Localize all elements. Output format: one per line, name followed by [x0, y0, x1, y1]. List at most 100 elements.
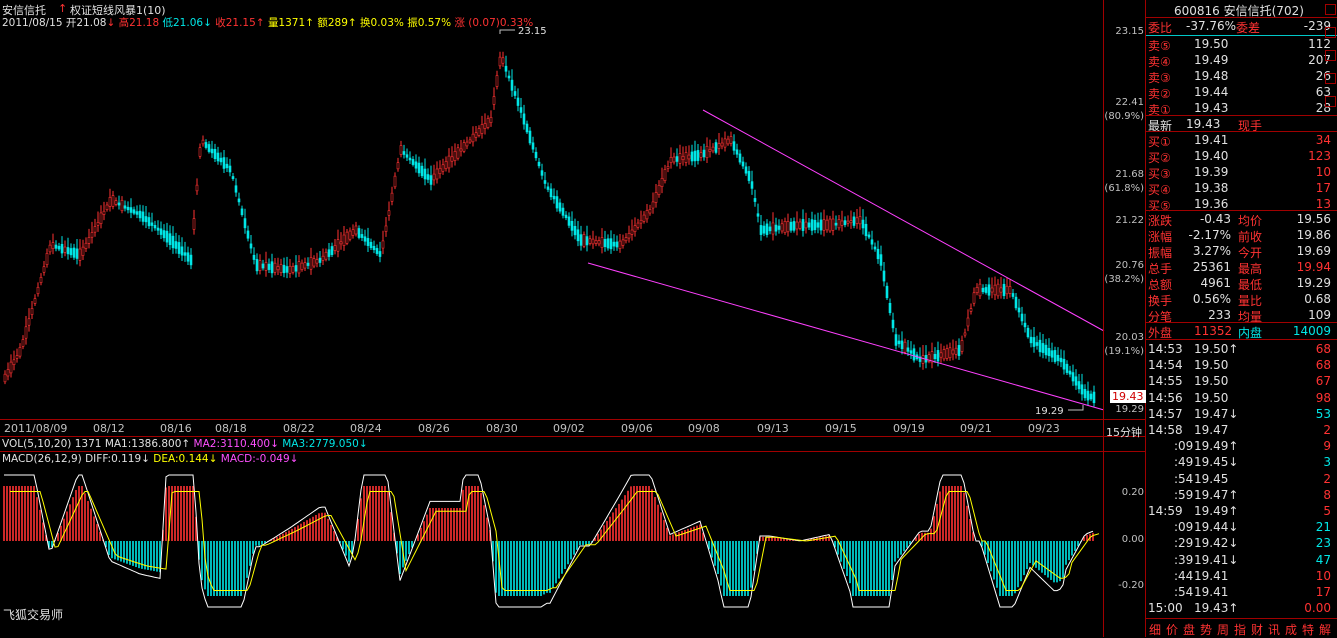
- bottom-tab[interactable]: 价: [1166, 623, 1179, 637]
- candle-body: [33, 298, 37, 304]
- candle-body: [513, 91, 517, 96]
- candle-body: [84, 242, 88, 249]
- ask-label: 卖①: [1148, 103, 1171, 117]
- date-axis-label: 09/08: [688, 422, 720, 435]
- candle-body: [813, 219, 817, 231]
- period-label[interactable]: 15分钟: [1106, 426, 1142, 439]
- candle-body: [879, 254, 883, 266]
- tick-row: :54 19.41 17: [1146, 585, 1337, 601]
- tick-time: 14:54: [1148, 358, 1183, 373]
- stat-label: 最低: [1238, 278, 1263, 292]
- side-button-icon[interactable]: [1325, 4, 1336, 15]
- tick-volume: 8: [1323, 487, 1331, 502]
- date-axis-label: 08/26: [418, 422, 450, 435]
- bottom-tab[interactable]: 势: [1200, 623, 1213, 637]
- candle-body: [975, 287, 979, 293]
- stat-row: 振幅 3.27% 今开 19.69: [1146, 244, 1337, 260]
- candle-body: [909, 350, 913, 354]
- bottom-tab[interactable]: 周: [1217, 623, 1230, 637]
- candle-body: [591, 238, 595, 245]
- candle-body: [702, 149, 706, 158]
- candle-body: [60, 243, 64, 254]
- candle-body: [294, 265, 298, 272]
- stat-label: 换手: [1148, 294, 1173, 308]
- candle-body: [666, 166, 670, 169]
- candle-body: [504, 65, 508, 72]
- bottom-tab[interactable]: 解: [1319, 623, 1332, 637]
- indicator-name[interactable]: 权证短线风暴1(10): [70, 4, 166, 17]
- tick-volume: 47: [1315, 552, 1331, 567]
- bottom-tab[interactable]: 特: [1302, 623, 1315, 637]
- kline-chart[interactable]: [0, 0, 1146, 637]
- candle-body: [987, 284, 991, 296]
- tick-row: 14:57 19.47↓ 53: [1146, 407, 1337, 423]
- tick-row: 15:00 19.43↑ 0.00: [1146, 601, 1337, 617]
- candle-body: [276, 266, 280, 271]
- stat-row: 总额 4961 最低 19.29: [1146, 276, 1337, 292]
- axis-separator: [1103, 0, 1104, 637]
- candle-body: [564, 214, 568, 219]
- candle-body: [1032, 337, 1036, 347]
- tick-time: :54: [1174, 471, 1194, 486]
- side-button-icon[interactable]: [1325, 50, 1336, 61]
- candle-body: [18, 347, 22, 357]
- quote-panel: 600816 安信信托(702) 委比 -37.76% 委差 -239 卖⑤ 19…: [1146, 0, 1337, 637]
- candle-body: [207, 144, 211, 152]
- candle-body: [678, 153, 682, 164]
- bottom-tab[interactable]: 财: [1251, 623, 1264, 637]
- candle-body: [522, 113, 526, 125]
- candle-body: [498, 56, 502, 67]
- candle-body: [240, 208, 244, 216]
- bottom-tab[interactable]: 讯: [1268, 623, 1281, 637]
- side-button-icon[interactable]: [1325, 27, 1336, 38]
- bottom-tab[interactable]: 指: [1234, 623, 1247, 637]
- tick-volume: 2: [1323, 471, 1331, 486]
- candle-body: [1056, 354, 1060, 362]
- bottom-tab[interactable]: 成: [1285, 623, 1298, 637]
- tick-row: 14:53 19.50↑ 68: [1146, 342, 1337, 358]
- high-price-label: 23.15: [518, 26, 547, 37]
- bottom-tab[interactable]: 细: [1149, 623, 1162, 637]
- ask-row: 卖① 19.43 28: [1146, 101, 1337, 117]
- candle-body: [111, 195, 115, 207]
- candle-body: [93, 226, 97, 233]
- stat-value: 109: [1308, 308, 1331, 322]
- side-button-icon[interactable]: [1325, 96, 1336, 107]
- candle-body: [756, 213, 760, 217]
- high: 高21.18: [118, 17, 160, 29]
- candle-body: [711, 146, 715, 152]
- amplitude: 振0.57%: [407, 17, 452, 29]
- candle-body: [369, 241, 373, 249]
- bottom-tab[interactable]: 盘: [1183, 623, 1196, 637]
- weicha-value: -239: [1303, 19, 1331, 33]
- tick-price: 19.50: [1194, 374, 1229, 389]
- candle-body: [951, 349, 955, 355]
- candle-body: [921, 355, 925, 364]
- turnover: 换0.03%: [360, 17, 404, 29]
- candle-body: [651, 201, 655, 209]
- candle-body: [675, 156, 679, 162]
- candle-body: [390, 192, 394, 202]
- candle-body: [87, 237, 91, 244]
- candle-body: [663, 169, 667, 181]
- ask-volume: 63: [1315, 85, 1331, 99]
- candle-body: [393, 175, 397, 188]
- side-button-icon[interactable]: [1325, 73, 1336, 84]
- candle-body: [723, 138, 727, 148]
- candle-body: [603, 239, 607, 247]
- candle-body: [936, 350, 940, 362]
- candle-body: [51, 242, 55, 249]
- candle-body: [990, 287, 994, 293]
- candle-body: [657, 185, 661, 195]
- candle-body: [594, 240, 598, 244]
- candle-body: [660, 178, 664, 187]
- ask-row: 卖② 19.44 63: [1146, 85, 1337, 101]
- candle-body: [357, 228, 361, 238]
- macd-axis-label: 0.20: [1121, 487, 1144, 498]
- candle-body: [954, 347, 958, 355]
- candle-body: [588, 238, 592, 244]
- candle-body: [639, 219, 643, 224]
- candle-body: [117, 202, 121, 206]
- candle-body: [210, 148, 214, 154]
- candle-body: [738, 153, 742, 163]
